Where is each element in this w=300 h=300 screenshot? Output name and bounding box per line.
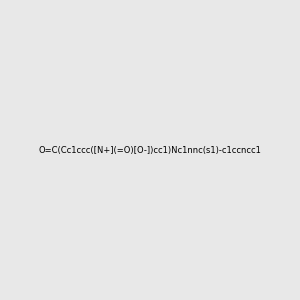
Text: O=C(Cc1ccc([N+](=O)[O-])cc1)Nc1nnc(s1)-c1ccncc1: O=C(Cc1ccc([N+](=O)[O-])cc1)Nc1nnc(s1)-c… [39, 146, 261, 154]
